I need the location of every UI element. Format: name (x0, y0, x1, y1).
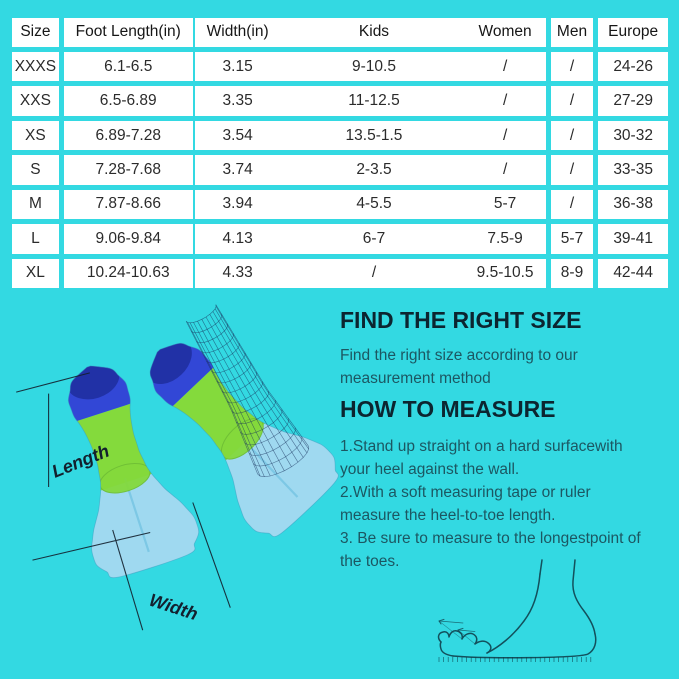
svg-text:Width: Width (147, 590, 201, 624)
